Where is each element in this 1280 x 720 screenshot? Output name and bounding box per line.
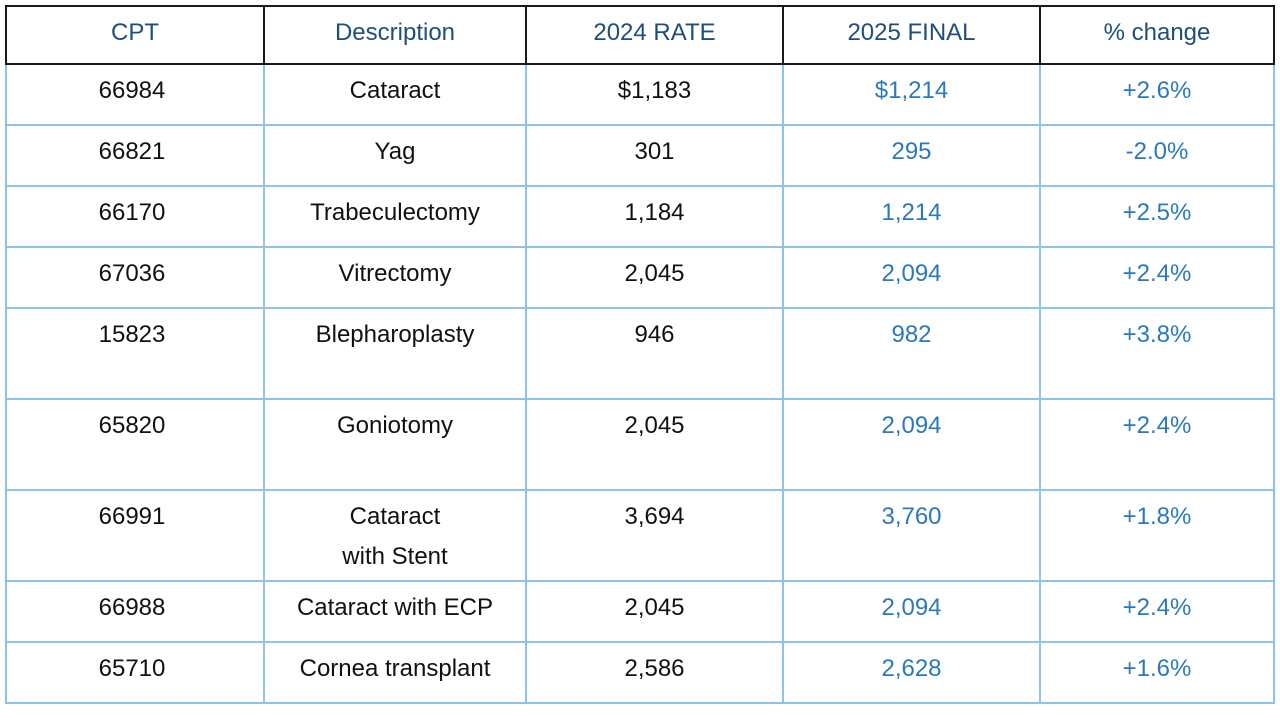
change-cell: +3.8%: [1039, 307, 1275, 400]
final-2025-cell: 2,094: [782, 246, 1041, 309]
table-header: CPT Description 2024 RATE 2025 FINAL % c…: [5, 5, 1275, 65]
final-2025-cell: 1,214: [782, 185, 1041, 248]
table-row: 65710 Cornea transplant 2,586 2,628 +1.6…: [5, 641, 1275, 704]
change-cell: +2.4%: [1039, 246, 1275, 309]
description-cell: Blepharoplasty: [263, 307, 527, 400]
table-row: 67036 Vitrectomy 2,045 2,094 +2.4%: [5, 246, 1275, 309]
table-row: 66984 Cataract $1,183 $1,214 +2.6%: [5, 63, 1275, 126]
table-body: 66984 Cataract $1,183 $1,214 +2.6% 66821…: [5, 63, 1275, 704]
table-row: 66170 Trabeculectomy 1,184 1,214 +2.5%: [5, 185, 1275, 248]
rate-2024-cell: 946: [525, 307, 784, 400]
change-cell: +2.4%: [1039, 398, 1275, 491]
description-cell: Goniotomy: [263, 398, 527, 491]
header-2024-rate: 2024 RATE: [525, 5, 784, 65]
cpt-cell: 66991: [5, 489, 265, 582]
description-cell: Cataract: [263, 63, 527, 126]
table-row: 65820 Goniotomy 2,045 2,094 +2.4%: [5, 398, 1275, 491]
description-cell: Cataract with ECP: [263, 580, 527, 643]
description-cell: Cornea transplant: [263, 641, 527, 704]
rate-2024-cell: 2,045: [525, 246, 784, 309]
final-2025-cell: 295: [782, 124, 1041, 187]
table-row: 66988 Cataract with ECP 2,045 2,094 +2.4…: [5, 580, 1275, 643]
change-cell: +2.4%: [1039, 580, 1275, 643]
rate-comparison-table: CPT Description 2024 RATE 2025 FINAL % c…: [5, 5, 1275, 704]
cpt-cell: 66988: [5, 580, 265, 643]
cpt-cell: 15823: [5, 307, 265, 400]
cpt-cell: 65710: [5, 641, 265, 704]
description-cell: Yag: [263, 124, 527, 187]
final-2025-cell: 2,094: [782, 580, 1041, 643]
final-2025-cell: 982: [782, 307, 1041, 400]
final-2025-cell: $1,214: [782, 63, 1041, 126]
table-row: 66821 Yag 301 295 -2.0%: [5, 124, 1275, 187]
header-description: Description: [263, 5, 527, 65]
final-2025-cell: 2,628: [782, 641, 1041, 704]
rate-2024-cell: 1,184: [525, 185, 784, 248]
rate-2024-cell: 2,045: [525, 398, 784, 491]
change-cell: +2.6%: [1039, 63, 1275, 126]
cpt-cell: 65820: [5, 398, 265, 491]
header-cpt: CPT: [5, 5, 265, 65]
rate-2024-cell: 2,045: [525, 580, 784, 643]
cpt-cell: 66170: [5, 185, 265, 248]
final-2025-cell: 3,760: [782, 489, 1041, 582]
table-row: 66991 Cataract with Stent 3,694 3,760 +1…: [5, 489, 1275, 582]
rate-2024-cell: $1,183: [525, 63, 784, 126]
change-cell: +2.5%: [1039, 185, 1275, 248]
cpt-cell: 66821: [5, 124, 265, 187]
final-2025-cell: 2,094: [782, 398, 1041, 491]
header-row: CPT Description 2024 RATE 2025 FINAL % c…: [5, 5, 1275, 65]
cpt-cell: 67036: [5, 246, 265, 309]
rate-2024-cell: 2,586: [525, 641, 784, 704]
cpt-cell: 66984: [5, 63, 265, 126]
description-cell: Vitrectomy: [263, 246, 527, 309]
rate-2024-cell: 3,694: [525, 489, 784, 582]
description-cell: Cataract with Stent: [263, 489, 527, 582]
change-cell: -2.0%: [1039, 124, 1275, 187]
header-percent-change: % change: [1039, 5, 1275, 65]
header-2025-final: 2025 FINAL: [782, 5, 1041, 65]
rate-2024-cell: 301: [525, 124, 784, 187]
table-row: 15823 Blepharoplasty 946 982 +3.8%: [5, 307, 1275, 400]
change-cell: +1.6%: [1039, 641, 1275, 704]
description-cell: Trabeculectomy: [263, 185, 527, 248]
change-cell: +1.8%: [1039, 489, 1275, 582]
